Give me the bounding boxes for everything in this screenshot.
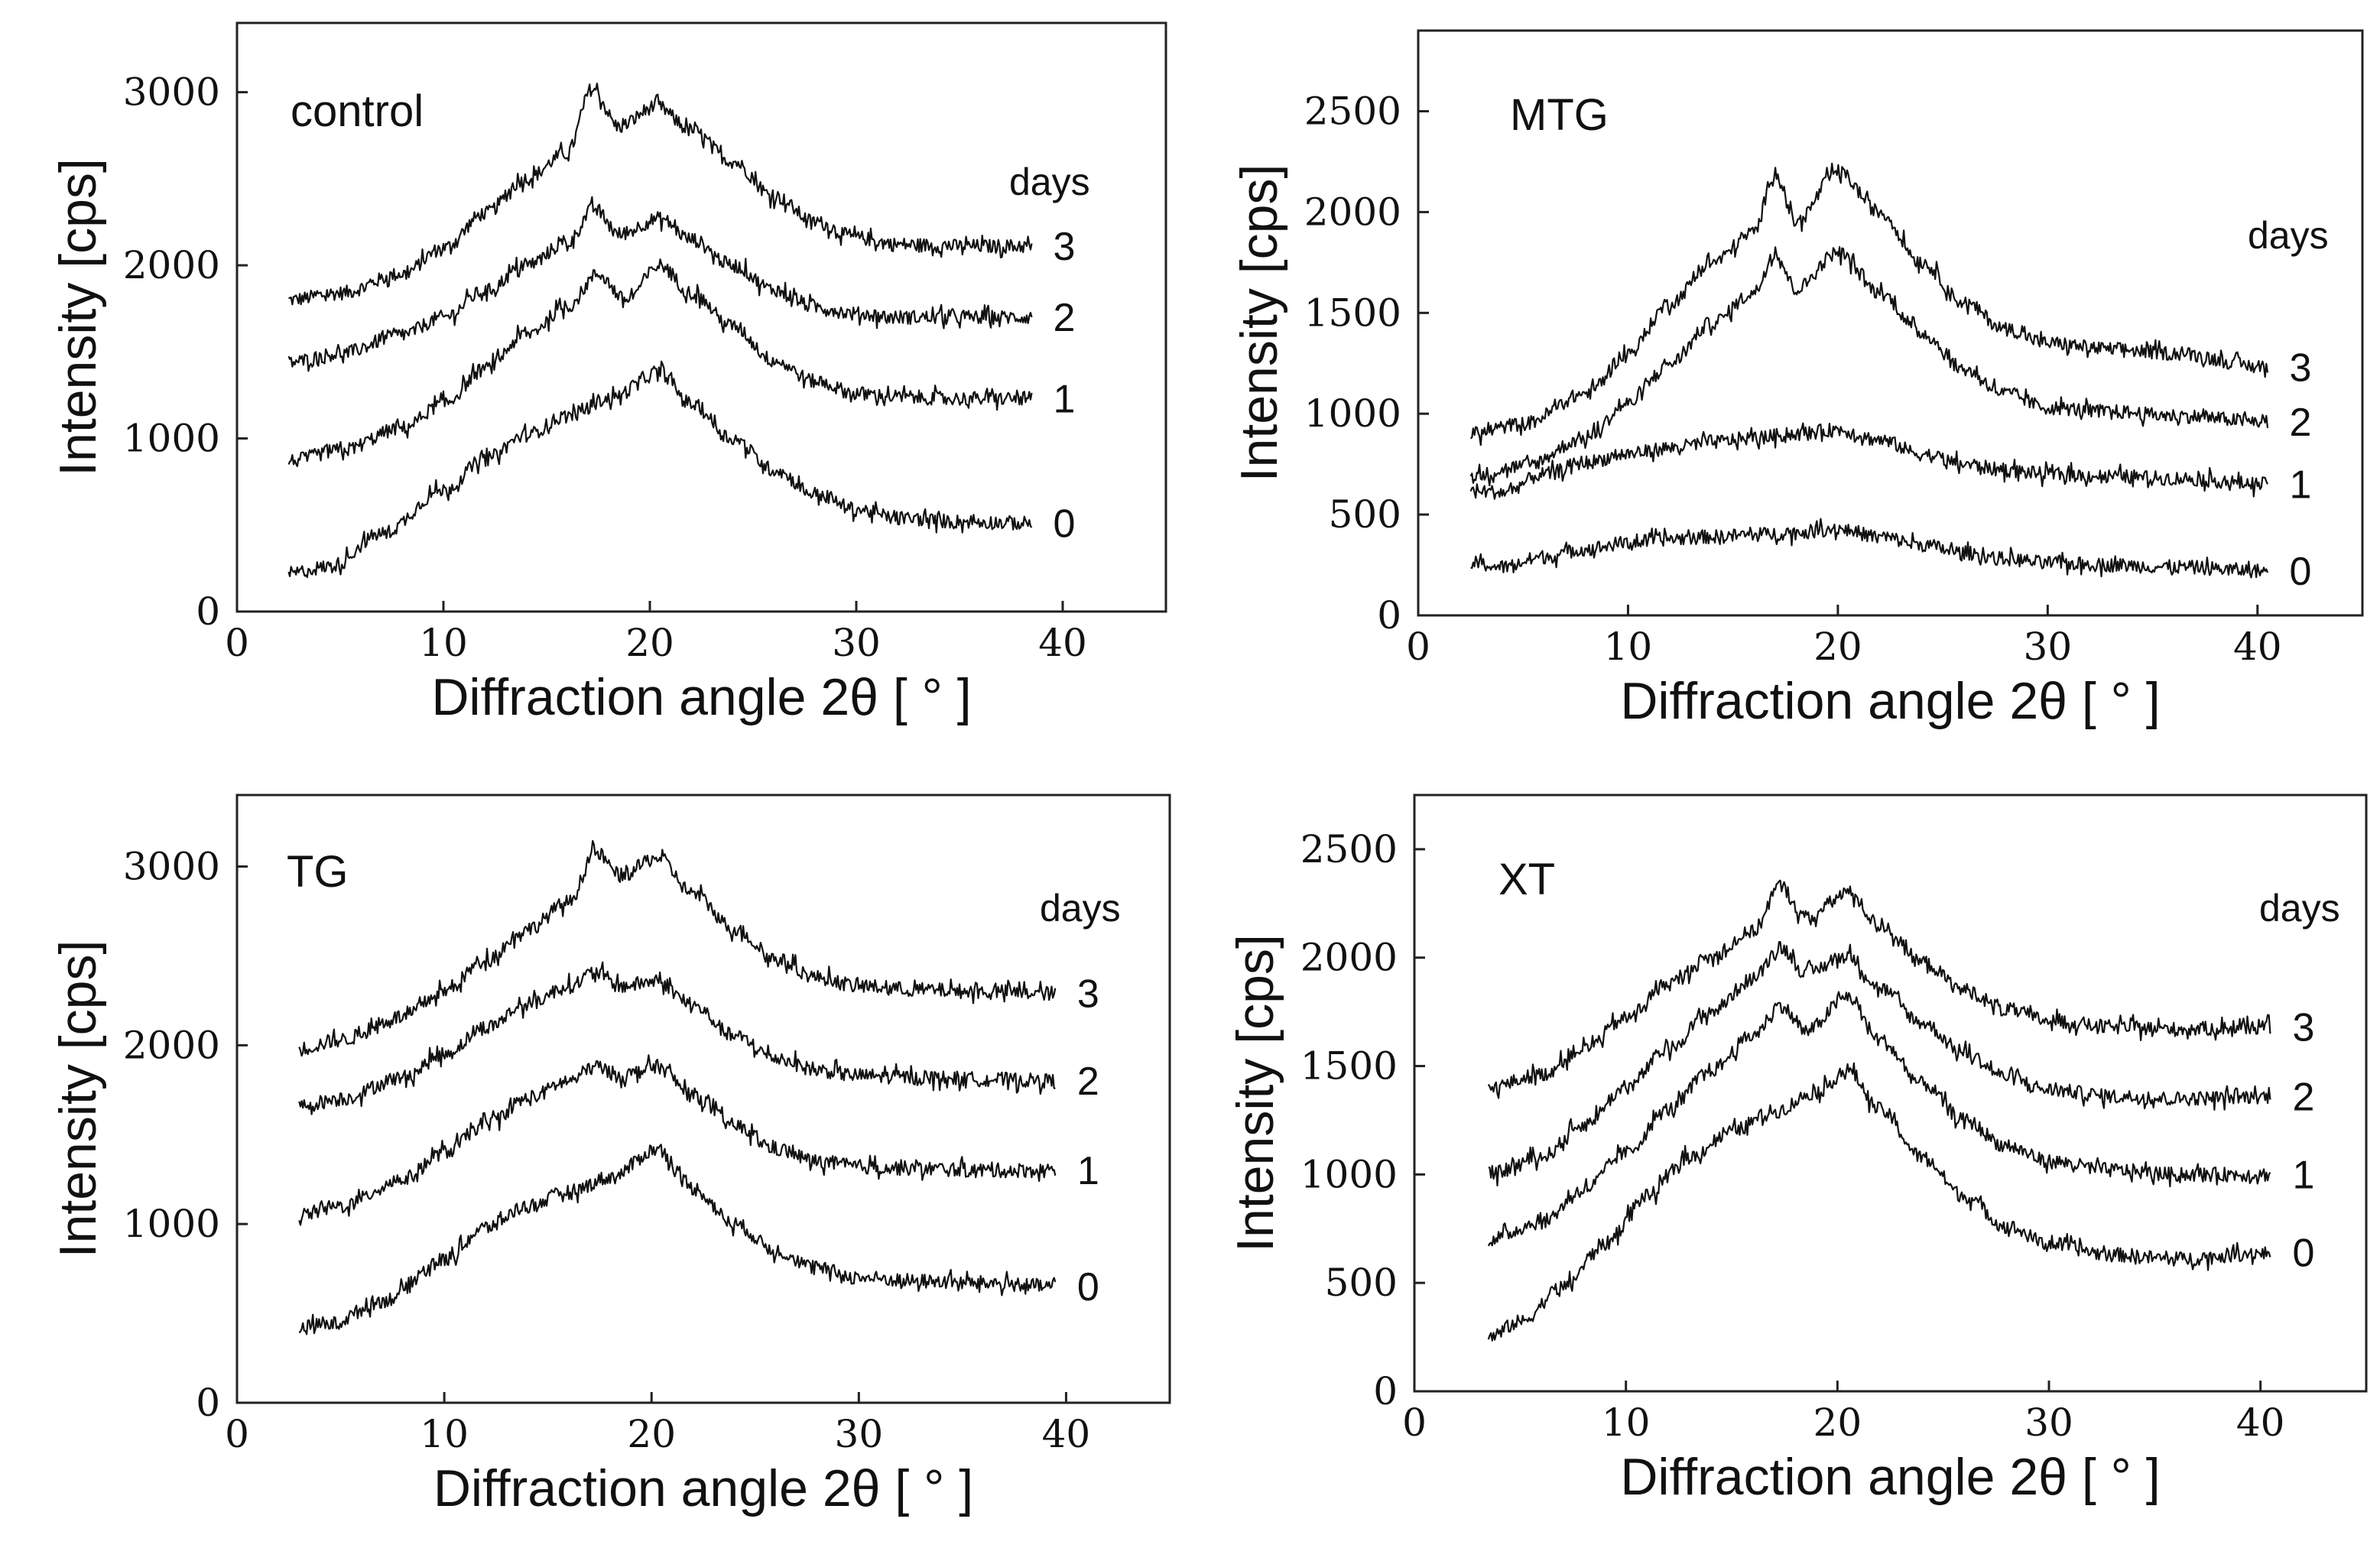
- x-tick-label: 40: [1038, 621, 1087, 665]
- y-tick-label: 0: [196, 1381, 220, 1425]
- y-tick-label: 0: [1377, 593, 1401, 638]
- x-tick-label: 20: [1813, 1400, 1862, 1445]
- series-label-day-2: 2: [2290, 401, 2312, 445]
- x-axis-title: Diffraction angle 2θ [ ° ]: [1620, 672, 2160, 730]
- y-tick-label: 500: [1329, 492, 1401, 537]
- series-line-day-0: [298, 1144, 1057, 1335]
- x-tick-label: 30: [832, 621, 881, 665]
- series-line-day-2: [1469, 245, 2269, 487]
- plot-frame: [235, 21, 1167, 613]
- plot-frame: [1417, 29, 2364, 617]
- series-label-day-3: 3: [2290, 346, 2312, 391]
- x-tick-label: 20: [625, 621, 674, 665]
- y-tick-label: 2000: [123, 243, 220, 287]
- x-tick-label: 30: [835, 1412, 884, 1456]
- y-tick-label: 3000: [123, 70, 220, 115]
- x-tick-label: 40: [1042, 1412, 1091, 1456]
- y-tick-label: 500: [1325, 1261, 1398, 1305]
- y-tick-label: 0: [1373, 1369, 1398, 1413]
- panel-title: XT: [1498, 855, 1555, 904]
- y-axis-title: Intensity [cps]: [49, 940, 107, 1258]
- y-tick-label: 1000: [123, 1202, 220, 1246]
- x-tick-label: 0: [225, 1412, 249, 1456]
- x-axis-title: Diffraction angle 2θ [ ° ]: [433, 1459, 973, 1517]
- series-label-day-1: 1: [2293, 1153, 2315, 1197]
- series-label-day-0: 0: [2290, 550, 2312, 594]
- x-tick-label: 30: [2024, 1400, 2073, 1445]
- series-label-day-0: 0: [1054, 502, 1076, 547]
- series-line-day-1: [1487, 991, 2271, 1247]
- x-tick-label: 10: [420, 1412, 469, 1456]
- series-label-day-0: 0: [2293, 1231, 2315, 1275]
- legend-title: days: [1009, 161, 1090, 203]
- series-label-day-1: 1: [1077, 1149, 1099, 1193]
- series-line-day-3: [1469, 162, 2269, 446]
- panel-title: MTG: [1510, 90, 1609, 140]
- series-label-day-3: 3: [1077, 972, 1099, 1017]
- y-tick-label: 1000: [123, 417, 220, 461]
- x-tick-label: 20: [627, 1412, 676, 1456]
- plot-frame: [1413, 793, 2368, 1393]
- y-axis-title: Intensity [cps]: [49, 158, 107, 476]
- series-label-day-2: 2: [1077, 1060, 1099, 1104]
- series-line-day-1: [298, 1054, 1057, 1226]
- y-axis-title: Intensity [cps]: [1230, 164, 1288, 482]
- series-label-day-1: 1: [2290, 463, 2312, 508]
- series-label-day-3: 3: [1054, 225, 1076, 269]
- y-tick-label: 1000: [1300, 1152, 1398, 1196]
- x-tick-label: 10: [1604, 625, 1653, 669]
- x-tick-label: 40: [2233, 625, 2282, 669]
- y-tick-label: 1500: [1304, 290, 1401, 335]
- chart-panel-mtg: 0 10 20 30 4005001000150020002500Diffraction…: [1230, 29, 2364, 730]
- x-tick-label: 10: [419, 621, 468, 665]
- series-line-day-1: [287, 258, 1033, 467]
- series-label-day-3: 3: [2293, 1005, 2315, 1050]
- x-tick-label: 0: [1402, 1400, 1427, 1445]
- y-tick-label: 2500: [1304, 89, 1401, 134]
- series-line-day-0: [287, 360, 1033, 579]
- series-line-day-2: [1488, 941, 2271, 1186]
- legend-title: days: [2248, 214, 2329, 257]
- series-label-day-2: 2: [1054, 296, 1076, 340]
- series-line-day-2: [298, 961, 1056, 1115]
- x-tick-label: 0: [1406, 625, 1430, 669]
- y-tick-label: 1500: [1300, 1044, 1398, 1089]
- x-axis-title: Diffraction angle 2θ [ ° ]: [1620, 1448, 2160, 1506]
- series-label-day-2: 2: [2293, 1075, 2315, 1119]
- x-tick-label: 20: [1813, 625, 1862, 669]
- x-axis-title: Diffraction angle 2θ [ ° ]: [431, 668, 971, 726]
- panel-title: control: [291, 86, 424, 136]
- series-line-day-0: [1470, 518, 2269, 579]
- series-line-day-3: [288, 83, 1033, 306]
- y-tick-label: 2500: [1300, 827, 1398, 871]
- y-tick-label: 2000: [1300, 936, 1398, 980]
- x-tick-label: 10: [1602, 1400, 1651, 1445]
- legend-title: days: [1040, 887, 1121, 930]
- chart-panel-xt: 0 10 20 30 4005001000150020002500Diffraction…: [1226, 793, 2368, 1506]
- legend-title: days: [2259, 887, 2340, 930]
- panel-title: TG: [287, 847, 349, 897]
- y-tick-label: 3000: [123, 845, 220, 889]
- x-tick-label: 0: [225, 621, 249, 665]
- x-tick-label: 40: [2236, 1400, 2285, 1445]
- series-line-day-3: [1487, 879, 2271, 1099]
- y-axis-title: Intensity [cps]: [1226, 934, 1284, 1252]
- series-label-day-1: 1: [1054, 377, 1076, 421]
- series-label-day-0: 0: [1077, 1265, 1099, 1309]
- y-tick-label: 2000: [123, 1023, 220, 1067]
- x-tick-label: 30: [2024, 625, 2073, 669]
- series-line-day-2: [287, 196, 1033, 372]
- y-tick-label: 2000: [1304, 190, 1401, 234]
- series-line-day-3: [298, 839, 1057, 1057]
- y-tick-label: 1000: [1304, 391, 1401, 436]
- series-line-day-1: [1469, 422, 2268, 500]
- plot-frame: [235, 793, 1171, 1404]
- y-tick-label: 0: [196, 589, 220, 634]
- series-line-day-0: [1487, 1062, 2271, 1342]
